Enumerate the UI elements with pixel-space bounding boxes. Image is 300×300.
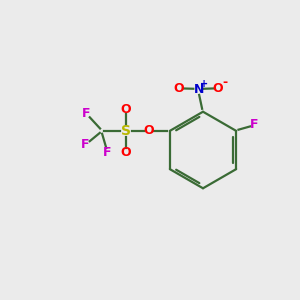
Text: -: -: [223, 76, 228, 89]
Text: F: F: [81, 138, 90, 151]
Text: F: F: [250, 118, 259, 131]
Text: F: F: [82, 107, 91, 120]
Text: +: +: [200, 79, 208, 89]
Text: N: N: [194, 83, 204, 96]
Text: O: O: [143, 124, 154, 137]
Text: O: O: [212, 82, 223, 95]
Text: S: S: [121, 124, 131, 138]
Text: F: F: [103, 146, 111, 159]
Text: O: O: [120, 146, 131, 159]
Text: O: O: [173, 82, 184, 95]
Text: O: O: [120, 103, 131, 116]
